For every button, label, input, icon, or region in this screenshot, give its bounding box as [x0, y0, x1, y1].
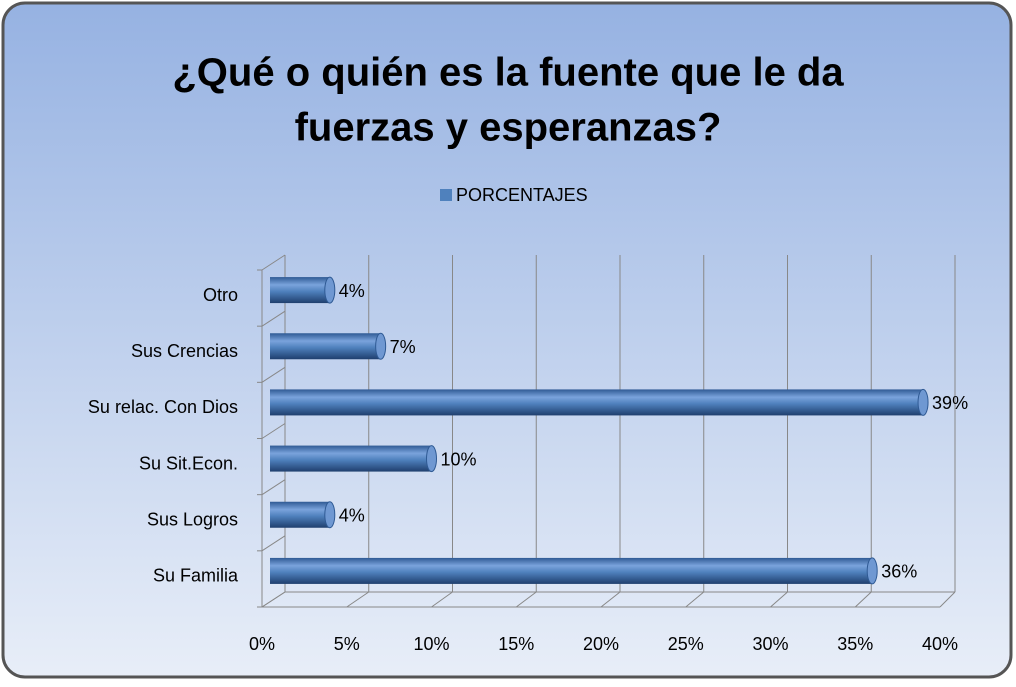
tick-mark: [939, 591, 956, 608]
x-tick-label: 25%: [668, 634, 704, 654]
x-tick-label: 10%: [413, 634, 449, 654]
bar: [270, 557, 873, 584]
y-tick-label: Sus Crencias: [131, 341, 238, 361]
tick-mark: [854, 591, 872, 608]
tick-mark: [770, 591, 788, 608]
bar-cap: [917, 388, 929, 416]
chart-title: ¿Qué o quién es la fuente que le da: [172, 51, 844, 95]
chart-title: fuerzas y esperanzas?: [295, 106, 722, 150]
x-tick-label: 30%: [752, 634, 788, 654]
x-tick-label: 20%: [583, 634, 619, 654]
x-tick-label: 0%: [249, 634, 275, 654]
bar: [270, 445, 432, 472]
bar: [270, 501, 330, 528]
data-label: 36%: [881, 562, 917, 582]
bar: [270, 333, 381, 360]
x-tick-label: 15%: [498, 634, 534, 654]
bar-cap: [375, 332, 387, 360]
category-divider: [261, 535, 286, 552]
y-tick-label: Su relac. Con Dios: [88, 397, 238, 417]
y-tick-label: Su Familia: [153, 566, 239, 586]
category-divider: [261, 423, 286, 439]
data-label: 7%: [390, 337, 416, 357]
tick-mark: [600, 591, 621, 608]
y-tick-label: Otro: [203, 285, 238, 305]
bar-cap: [866, 557, 878, 585]
x-tick-label: 40%: [922, 634, 958, 654]
bar: [270, 389, 924, 416]
tick-mark: [685, 591, 705, 608]
bar: [270, 277, 330, 304]
data-label: 4%: [339, 506, 365, 526]
data-label: 10%: [441, 449, 477, 469]
tick-mark: [515, 591, 537, 608]
data-label: 4%: [339, 281, 365, 301]
legend-swatch: [440, 189, 452, 201]
bar-cap: [324, 501, 336, 529]
category-divider: [261, 310, 286, 327]
bar-cap: [324, 276, 336, 304]
category-divider: [261, 479, 286, 496]
data-label: 39%: [932, 393, 968, 413]
y-tick-label: Su Sit.Econ.: [139, 453, 238, 473]
legend-label: PORCENTAJES: [456, 185, 588, 205]
category-divider: [261, 366, 286, 383]
bar-cap: [426, 445, 437, 473]
category-divider: [261, 591, 286, 608]
tick-mark: [431, 591, 453, 608]
x-tick-label: 35%: [837, 634, 873, 654]
y-tick-label: Sus Logros: [147, 510, 238, 530]
category-divider: [261, 254, 286, 271]
x-tick-label: 5%: [334, 634, 360, 654]
tick-mark: [346, 591, 370, 608]
